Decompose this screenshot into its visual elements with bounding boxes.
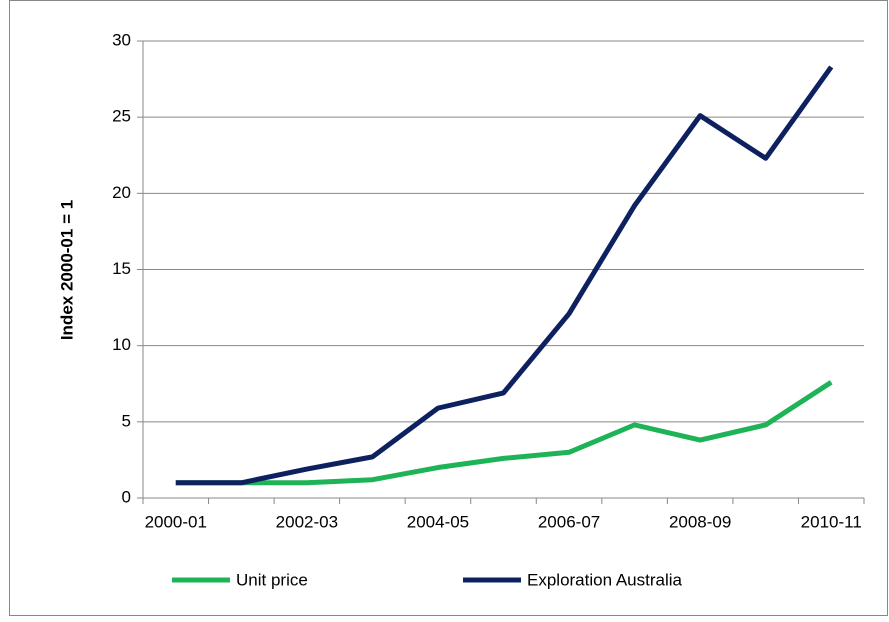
y-tick-label: 0 <box>122 487 131 506</box>
x-tick-label: 2008-09 <box>669 512 731 531</box>
y-tick-label: 30 <box>112 30 131 49</box>
y-tick-label: 20 <box>112 183 131 202</box>
x-tick-label: 2002-03 <box>276 512 338 531</box>
y-axis-label: Index 2000-01 = 1 <box>57 200 76 340</box>
x-tick-label: 2006-07 <box>538 512 600 531</box>
y-tick-label: 25 <box>112 107 131 126</box>
line-series <box>175 65 834 486</box>
chart-frame <box>9 0 888 616</box>
line-series <box>175 380 833 486</box>
legend-label: Exploration Australia <box>527 570 683 589</box>
x-tick-label: 2004-05 <box>407 512 469 531</box>
x-tick-label: 2010-11 <box>801 512 862 531</box>
legend-label: Unit price <box>236 570 308 589</box>
y-tick-label: 15 <box>112 259 131 278</box>
x-tick-label: 2000-01 <box>145 512 207 531</box>
y-tick-label: 5 <box>122 411 131 430</box>
y-tick-label: 10 <box>112 335 131 354</box>
